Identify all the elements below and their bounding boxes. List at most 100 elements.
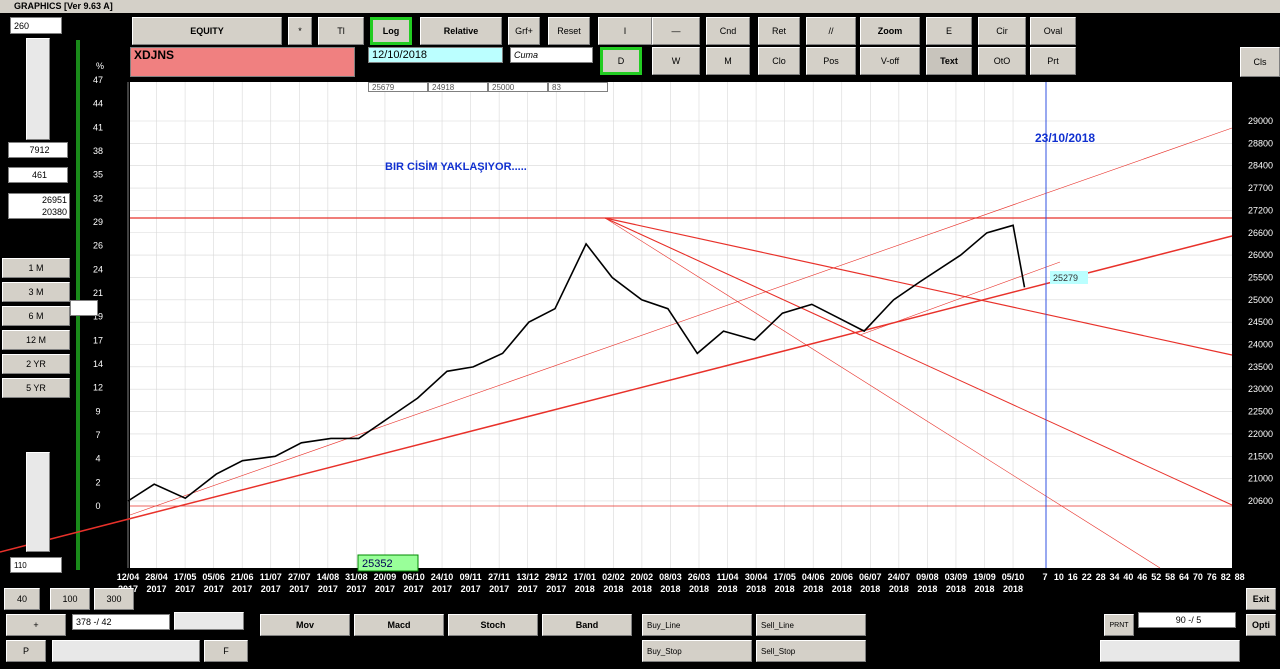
percent-tick-label: 14 xyxy=(93,359,103,369)
year-label: 2018 xyxy=(632,584,652,594)
last-price: 25279 xyxy=(1053,273,1078,283)
ratio-input[interactable]: 90 -/ 5 xyxy=(1138,612,1236,628)
toolbar-button[interactable]: E xyxy=(926,17,972,45)
year-label: 2017 xyxy=(289,584,309,594)
indicator-button[interactable]: Band xyxy=(542,614,632,636)
toolbar-button[interactable]: Cir xyxy=(978,17,1026,45)
date-label: 21/06 xyxy=(231,572,254,582)
percent-tick-label: 4 xyxy=(95,454,100,464)
indicator-button[interactable]: Macd xyxy=(354,614,444,636)
indicator-button[interactable]: Mov xyxy=(260,614,350,636)
date-label: 03/09 xyxy=(945,572,968,582)
toolbar-button[interactable]: Reset xyxy=(548,17,590,45)
range-button[interactable]: 3 M xyxy=(2,282,70,302)
year-label: 2017 xyxy=(204,584,224,594)
date-label: 20/02 xyxy=(631,572,654,582)
range-button[interactable]: 1 M xyxy=(2,258,70,278)
zoom-button[interactable]: 100 xyxy=(50,588,90,610)
toolbar-button[interactable]: * xyxy=(288,17,312,45)
toolbar-button[interactable]: // xyxy=(806,17,856,45)
percent-axis-label: % xyxy=(96,61,104,71)
future-tick-label: 76 xyxy=(1207,572,1217,582)
toolbar-button[interactable]: Ret xyxy=(758,17,800,45)
range-button[interactable]: 12 M xyxy=(2,330,70,350)
order-checkbox[interactable]: Sell_Stop xyxy=(756,640,866,662)
plus-button[interactable]: + xyxy=(6,614,66,636)
toolbar-button[interactable]: Grf+ xyxy=(508,17,540,45)
toolbar-button[interactable]: EQUITY xyxy=(132,17,282,45)
order-checkbox[interactable]: Sell_Line xyxy=(756,614,866,636)
range-button[interactable]: 5 YR xyxy=(2,378,70,398)
toolbar-button[interactable]: Prt xyxy=(1030,47,1076,75)
date-label: 17/01 xyxy=(574,572,597,582)
range-button[interactable]: 6 M xyxy=(2,306,70,326)
title-bar: GRAPHICS [Ver 9.63 A] xyxy=(0,0,1280,13)
toolbar-button[interactable]: D xyxy=(600,47,642,75)
price-tick-label: 24000 xyxy=(1248,340,1273,350)
percent-tick-label: 17 xyxy=(93,335,103,345)
indicator-button[interactable]: Stoch xyxy=(448,614,538,636)
toolbar-button[interactable]: Log xyxy=(370,17,412,45)
future-tick-label: 82 xyxy=(1221,572,1231,582)
last-price-box xyxy=(1050,271,1088,284)
scrollbar[interactable] xyxy=(26,452,50,552)
year-label: 2017 xyxy=(546,584,566,594)
price-tick-label: 22500 xyxy=(1248,407,1273,417)
scrollbar[interactable] xyxy=(1100,640,1240,662)
year-label: 2018 xyxy=(860,584,880,594)
price-tick-label: 28400 xyxy=(1248,161,1273,171)
percent-tick-label: 41 xyxy=(93,122,103,132)
scrollbar[interactable] xyxy=(174,612,244,630)
toolbar-button[interactable]: Relative xyxy=(420,17,502,45)
order-checkbox[interactable]: Buy_Line xyxy=(642,614,752,636)
trend-line xyxy=(129,127,1233,516)
future-tick-label: 58 xyxy=(1165,572,1175,582)
cls-button[interactable]: Cls xyxy=(1240,47,1280,77)
year-label: 2018 xyxy=(575,584,595,594)
prnt-button[interactable]: PRNT xyxy=(1104,614,1134,636)
range-button[interactable]: 2 YR xyxy=(2,354,70,374)
exit-button[interactable]: Exit xyxy=(1246,588,1276,610)
f-button[interactable]: F xyxy=(204,640,248,662)
opti-button[interactable]: Opti xyxy=(1246,614,1276,636)
toolbar-button[interactable]: Zoom xyxy=(860,17,920,45)
year-label: 2017 xyxy=(403,584,423,594)
toolbar-button[interactable]: Pos xyxy=(806,47,856,75)
future-tick-label: 16 xyxy=(1068,572,1078,582)
high-box: 26951 xyxy=(8,193,70,205)
toolbar-button[interactable]: V-off xyxy=(860,47,920,75)
toolbar-button[interactable]: Clo xyxy=(758,47,800,75)
zoom-button[interactable]: 40 xyxy=(4,588,40,610)
date-label: 05/10 xyxy=(1002,572,1025,582)
p-button[interactable]: P xyxy=(6,640,46,662)
scrollbar[interactable] xyxy=(26,38,50,140)
price-tick-label: 27200 xyxy=(1248,205,1273,215)
toolbar-button[interactable]: Tl xyxy=(318,17,364,45)
cursor-price-box xyxy=(357,554,419,572)
future-tick-label: 64 xyxy=(1179,572,1189,582)
toolbar-button[interactable]: M xyxy=(706,47,750,75)
year-label: 2018 xyxy=(746,584,766,594)
toolbar-button[interactable]: I xyxy=(598,17,652,45)
zoom-button[interactable]: 300 xyxy=(94,588,134,610)
toolbar-button[interactable]: Oval xyxy=(1030,17,1076,45)
scrollbar[interactable] xyxy=(52,640,200,662)
date-label: 17/05 xyxy=(174,572,197,582)
order-checkbox[interactable]: Buy_Stop xyxy=(642,640,752,662)
price-tick-label: 26000 xyxy=(1248,250,1273,260)
position-input[interactable]: 378 -/ 42 xyxy=(72,614,170,630)
toolbar-button[interactable]: W xyxy=(652,47,700,75)
toolbar-button[interactable]: OtO xyxy=(978,47,1026,75)
date-label: 26/03 xyxy=(688,572,711,582)
toolbar-button[interactable]: Cnd xyxy=(706,17,750,45)
year-label: 2018 xyxy=(832,584,852,594)
period-input[interactable]: 260 xyxy=(10,17,62,34)
bottom-value[interactable]: 110 xyxy=(10,557,62,573)
toolbar-button[interactable]: — xyxy=(652,17,700,45)
window-title: GRAPHICS [Ver 9.63 A] xyxy=(14,1,113,11)
toolbar-button[interactable]: Text xyxy=(926,47,972,75)
future-tick-label: 34 xyxy=(1109,572,1119,582)
annotation: BIR CİSİM YAKLAŞIYOR..... xyxy=(385,160,527,173)
percent-tick-label: 29 xyxy=(93,217,103,227)
year-label: 2017 xyxy=(147,584,167,594)
